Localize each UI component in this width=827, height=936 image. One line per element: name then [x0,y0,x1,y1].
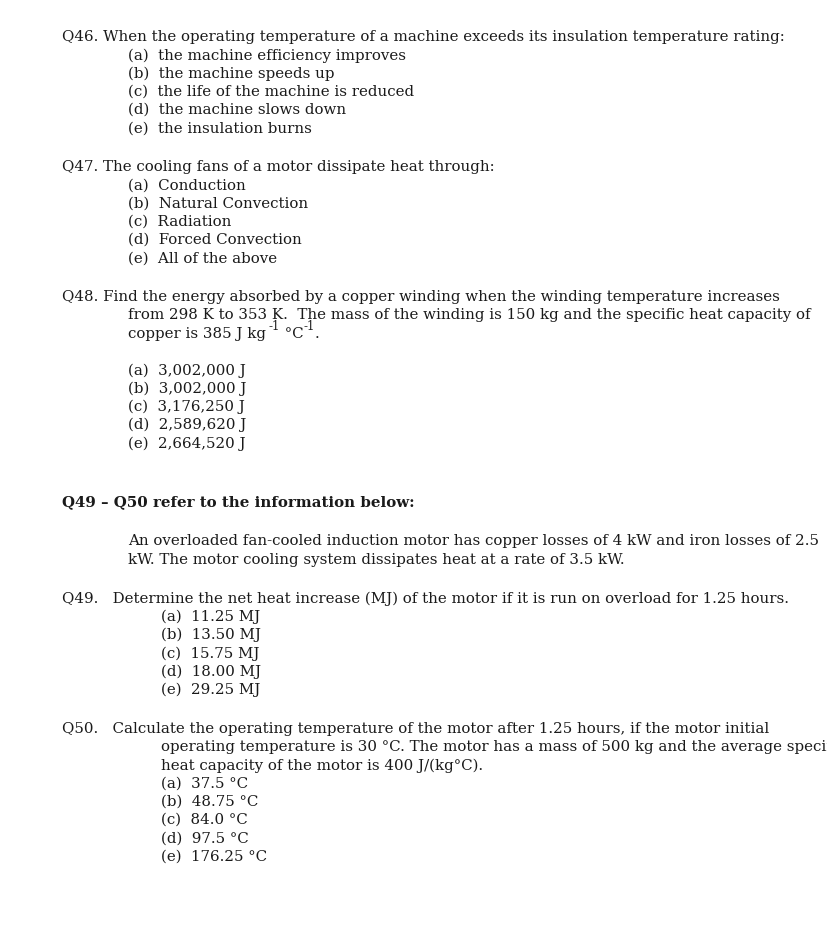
Text: Q46. When the operating temperature of a machine exceeds its insulation temperat: Q46. When the operating temperature of a… [62,30,784,44]
Text: kW. The motor cooling system dissipates heat at a rate of 3.5 kW.: kW. The motor cooling system dissipates … [128,552,624,566]
Text: (e)  176.25 °C: (e) 176.25 °C [161,849,267,863]
Text: heat capacity of the motor is 400 J/(kg°C).: heat capacity of the motor is 400 J/(kg°… [161,758,483,772]
Text: (b)  13.50 MJ: (b) 13.50 MJ [161,628,261,642]
Text: (d)  18.00 MJ: (d) 18.00 MJ [161,665,261,679]
Text: (b)  the machine speeds up: (b) the machine speeds up [128,66,334,80]
Text: (b)  48.75 °C: (b) 48.75 °C [161,795,259,809]
Text: (e)  All of the above: (e) All of the above [128,251,277,265]
Text: -1: -1 [269,320,280,332]
Text: (d)  97.5 °C: (d) 97.5 °C [161,831,249,845]
Text: (c)  the life of the machine is reduced: (c) the life of the machine is reduced [128,84,414,98]
Text: (e)  the insulation burns: (e) the insulation burns [128,121,312,135]
Text: (d)  Forced Convection: (d) Forced Convection [128,233,302,247]
Text: from 298 K to 353 K.  The mass of the winding is 150 kg and the specific heat ca: from 298 K to 353 K. The mass of the win… [128,308,810,322]
Text: copper is 385 J kg: copper is 385 J kg [128,327,266,341]
Text: (c)  84.0 °C: (c) 84.0 °C [161,812,248,826]
Text: (b)  Natural Convection: (b) Natural Convection [128,197,308,211]
Text: (e)  2,664,520 J: (e) 2,664,520 J [128,436,246,450]
Text: An overloaded fan-cooled induction motor has copper losses of 4 kW and iron loss: An overloaded fan-cooled induction motor… [128,534,819,548]
Text: (a)  3,002,000 J: (a) 3,002,000 J [128,363,246,377]
Text: (c)  15.75 MJ: (c) 15.75 MJ [161,646,260,661]
Text: (c)  Radiation: (c) Radiation [128,214,232,228]
Text: operating temperature is 30 °C. The motor has a mass of 500 kg and the average s: operating temperature is 30 °C. The moto… [161,739,827,753]
Text: (d)  the machine slows down: (d) the machine slows down [128,103,346,117]
Text: -1: -1 [303,320,314,332]
Text: (d)  2,589,620 J: (d) 2,589,620 J [128,417,246,432]
Text: (a)  the machine efficiency improves: (a) the machine efficiency improves [128,48,406,63]
Text: Q48. Find the energy absorbed by a copper winding when the winding temperature i: Q48. Find the energy absorbed by a coppe… [62,290,779,304]
Text: (e)  29.25 MJ: (e) 29.25 MJ [161,682,261,697]
Text: Q50.   Calculate the operating temperature of the motor after 1.25 hours, if the: Q50. Calculate the operating temperature… [62,722,768,736]
Text: (c)  3,176,250 J: (c) 3,176,250 J [128,400,245,414]
Text: Q49.   Determine the net heat increase (MJ) of the motor if it is run on overloa: Q49. Determine the net heat increase (MJ… [62,592,788,606]
Text: °C: °C [280,327,304,341]
Text: (a)  37.5 °C: (a) 37.5 °C [161,776,248,790]
Text: (b)  3,002,000 J: (b) 3,002,000 J [128,381,246,396]
Text: Q49 – Q50 refer to the information below:: Q49 – Q50 refer to the information below… [62,495,414,509]
Text: Q47. The cooling fans of a motor dissipate heat through:: Q47. The cooling fans of a motor dissipa… [62,160,494,174]
Text: (a)  11.25 MJ: (a) 11.25 MJ [161,609,261,624]
Text: (a)  Conduction: (a) Conduction [128,178,246,192]
Text: .: . [314,327,319,341]
